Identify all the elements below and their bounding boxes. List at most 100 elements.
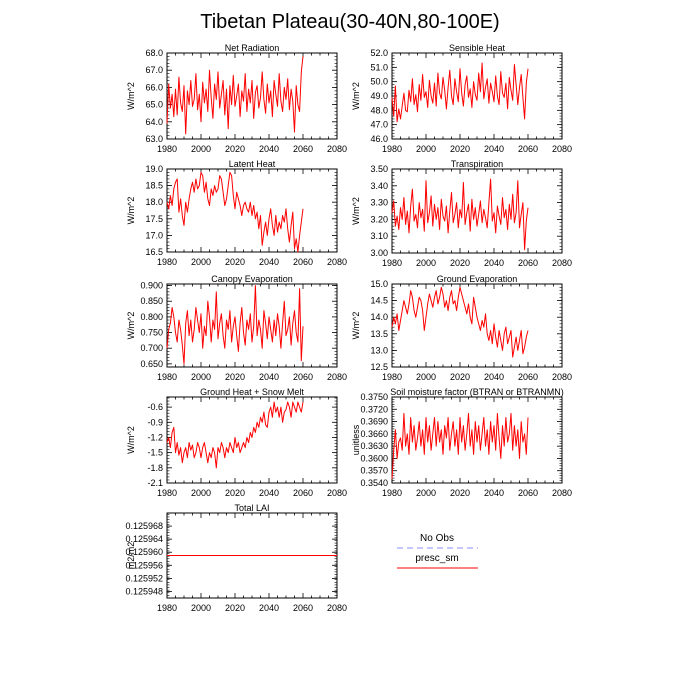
y-tick-label: 0.3570 xyxy=(360,466,388,476)
panel-2: Sensible Heat W/m^2 1980 2000 2020 2040 2060 20… xyxy=(351,43,572,154)
y-tick-label: 0.3720 xyxy=(360,404,388,414)
x-tick-label: 1980 xyxy=(157,372,177,382)
y-tick-label: -1.8 xyxy=(147,463,163,473)
x-tick-label: 2080 xyxy=(552,144,572,154)
y-tick-label: 66.0 xyxy=(145,82,163,92)
legend-label-obs: No Obs xyxy=(420,533,454,544)
y-tick-label: -0.6 xyxy=(147,402,163,412)
x-tick-label: 2060 xyxy=(518,488,538,498)
x-tick-label: 2040 xyxy=(484,372,504,382)
x-tick-label: 2000 xyxy=(191,603,211,613)
series-line-presc_sm xyxy=(391,62,529,123)
x-tick-label: 2040 xyxy=(259,603,279,613)
x-tick-label: 2080 xyxy=(327,257,347,267)
x-tick-label: 2000 xyxy=(191,372,211,382)
series-line-presc_sm xyxy=(391,412,529,479)
x-tick-label: 1980 xyxy=(382,258,402,268)
y-tick-label: -0.9 xyxy=(147,417,163,427)
x-tick-label: 2020 xyxy=(450,372,470,382)
y-tick-label: 46.0 xyxy=(370,134,388,144)
x-tick-label: 1980 xyxy=(157,603,177,613)
y-tick-label: 14.5 xyxy=(370,296,388,306)
y-tick-label: 3.20 xyxy=(370,214,388,224)
y-tick-label: 0.3600 xyxy=(360,453,388,463)
y-tick-label: 0.700 xyxy=(140,343,163,353)
x-tick-label: 2060 xyxy=(293,372,313,382)
y-tick-label: 0.850 xyxy=(140,296,163,306)
x-tick-label: 1980 xyxy=(157,488,177,498)
x-tick-label: 2080 xyxy=(552,258,572,268)
y-tick-label: -1.5 xyxy=(147,448,163,458)
y-tick-label: 18.0 xyxy=(145,197,163,207)
y-tick-label: 19.0 xyxy=(145,164,163,174)
y-tick-label: 52.0 xyxy=(370,48,388,58)
y-tick-label: 3.50 xyxy=(370,164,388,174)
panel-9: Total LAI m2/m2 1980 2000 2020 2040 2060 2080 0.… xyxy=(125,503,347,613)
x-tick-label: 2080 xyxy=(327,372,347,382)
y-tick-label: 0.3630 xyxy=(360,441,388,451)
x-tick-label: 2020 xyxy=(225,372,245,382)
panel-1: Net Radiation W/m^2 1980 2000 2020 2040 2060 20… xyxy=(126,43,347,154)
x-tick-label: 2080 xyxy=(552,488,572,498)
y-tick-label: 13.0 xyxy=(370,345,388,355)
y-tick-label: 0.800 xyxy=(140,312,163,322)
y-tick-label: 0.650 xyxy=(140,359,163,369)
x-tick-label: 2040 xyxy=(259,488,279,498)
x-tick-label: 2020 xyxy=(225,603,245,613)
x-tick-label: 2060 xyxy=(518,144,538,154)
y-tick-label: 67.0 xyxy=(145,65,163,75)
series-line-presc_sm xyxy=(166,171,304,253)
series-line-presc_sm xyxy=(166,285,304,365)
y-tick-label: 3.10 xyxy=(370,231,388,241)
y-tick-label: 3.00 xyxy=(370,248,388,258)
y-tick-label: 50.0 xyxy=(370,77,388,87)
panel-title: Total LAI xyxy=(234,503,269,513)
y-tick-label: 0.125952 xyxy=(125,573,163,583)
panel-8: Soil moisture factor (BTRAN or BTRANMN) u… xyxy=(351,387,572,498)
x-tick-label: 2060 xyxy=(293,603,313,613)
y-tick-label: 3.40 xyxy=(370,181,388,191)
y-tick-label: 0.125960 xyxy=(125,547,163,557)
panel-title: Ground Heat + Snow Melt xyxy=(200,387,304,397)
y-tick-label: 0.3540 xyxy=(360,478,388,488)
panel-title: Soil moisture factor (BTRAN or BTRANMN) xyxy=(390,387,564,397)
plot-frame xyxy=(166,283,338,368)
x-tick-label: 1980 xyxy=(382,372,402,382)
x-tick-label: 2020 xyxy=(225,488,245,498)
x-tick-label: 2080 xyxy=(552,372,572,382)
y-tick-label: 0.125948 xyxy=(125,586,163,596)
x-tick-label: 2060 xyxy=(293,488,313,498)
plot-frame xyxy=(391,283,563,368)
x-tick-label: 2000 xyxy=(416,144,436,154)
y-tick-label: 47.0 xyxy=(370,120,388,130)
series-line-presc_sm xyxy=(166,56,304,135)
figure-title: Tibetan Plateau(30-40N,80-100E) xyxy=(200,11,499,33)
y-tick-label: 15.0 xyxy=(370,279,388,289)
panel-title: Ground Evaporation xyxy=(437,274,518,284)
y-tick-label: 63.0 xyxy=(145,134,163,144)
y-tick-label: -1.2 xyxy=(147,432,163,442)
panel-7: Ground Heat + Snow Melt W/m^2 1980 2000 2020… xyxy=(126,387,347,498)
y-tick-label: 48.0 xyxy=(370,105,388,115)
y-axis-label: W/m^2 xyxy=(126,426,136,454)
x-tick-label: 2000 xyxy=(191,144,211,154)
y-tick-label: 64.0 xyxy=(145,117,163,127)
series-line-presc_sm xyxy=(391,286,529,358)
y-axis-label: W/m^2 xyxy=(126,82,136,110)
y-axis-label: m2/m2 xyxy=(126,542,136,570)
x-tick-label: 2020 xyxy=(450,258,470,268)
y-tick-label: 49.0 xyxy=(370,91,388,101)
panel-title: Transpiration xyxy=(451,159,503,169)
x-tick-label: 2000 xyxy=(416,258,436,268)
panel-6: Ground Evaporation W/m^2 1980 2000 2020 2040 2… xyxy=(351,274,572,382)
x-tick-label: 2000 xyxy=(416,488,436,498)
plot-frame xyxy=(166,52,338,140)
y-tick-label: 0.3660 xyxy=(360,429,388,439)
y-axis-label: W/m^2 xyxy=(126,312,136,340)
x-tick-label: 1980 xyxy=(382,488,402,498)
x-tick-label: 1980 xyxy=(382,144,402,154)
x-tick-label: 2040 xyxy=(484,258,504,268)
panel-4: Transpiration W/m^2 1980 2000 2020 2040 2060 20… xyxy=(351,159,572,268)
panel-title: Latent Heat xyxy=(229,159,276,169)
panel-title: Sensible Heat xyxy=(449,43,506,53)
